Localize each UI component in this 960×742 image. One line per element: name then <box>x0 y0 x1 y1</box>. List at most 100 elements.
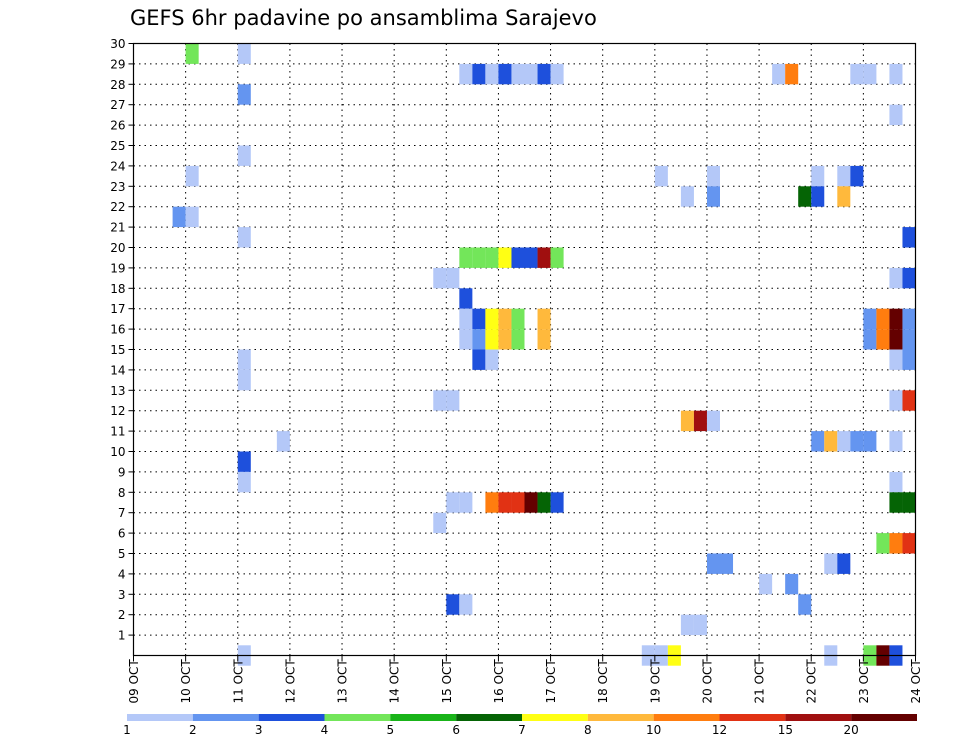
heatmap-cell <box>485 492 499 513</box>
y-tick-label: 22 <box>110 200 125 214</box>
y-tick-label: 19 <box>110 261 125 275</box>
heatmap-cell <box>837 186 851 207</box>
heatmap-cell <box>524 492 538 513</box>
heatmap-cell <box>237 451 251 472</box>
heatmap-cell <box>511 329 525 350</box>
heatmap-cell <box>654 165 668 187</box>
legend-swatch <box>324 714 391 721</box>
heatmap-cell <box>511 247 525 268</box>
legend-label: 15 <box>778 723 793 737</box>
heatmap-cell <box>837 431 851 452</box>
heatmap-cell <box>902 308 916 330</box>
heatmap-cell <box>511 308 525 330</box>
legend-label: 10 <box>646 723 661 737</box>
heatmap-cell <box>889 267 903 289</box>
heatmap-cell <box>498 492 512 513</box>
y-tick-label: 4 <box>118 567 126 581</box>
y-tick-label: 9 <box>118 465 126 479</box>
legend-swatch <box>127 714 193 721</box>
heatmap-cell <box>693 614 707 636</box>
heatmap-cell <box>550 247 564 268</box>
heatmap-cell <box>498 247 512 268</box>
heatmap-cell <box>889 308 903 330</box>
legend-label: 1 <box>123 723 131 737</box>
chart-title: GEFS 6hr padavine po ansamblima Sarajevo <box>130 6 597 30</box>
x-tick-label: 13 OCT <box>336 659 350 704</box>
heatmap-cell <box>706 186 720 207</box>
legend-swatch <box>390 714 457 721</box>
x-tick-label: 09 OCT <box>127 659 141 704</box>
heatmap-cell <box>537 247 551 268</box>
heatmap-cell <box>850 431 864 452</box>
heatmap-cell <box>902 267 916 289</box>
y-tick-label: 2 <box>118 608 126 622</box>
legend-label: 2 <box>189 723 197 737</box>
y-tick-label: 29 <box>110 57 125 71</box>
legend-label: 8 <box>584 723 592 737</box>
heatmap-cell <box>772 63 786 85</box>
heatmap-cell <box>680 186 694 207</box>
heatmap-cell <box>550 63 564 85</box>
y-tick-label: 21 <box>110 221 125 235</box>
heatmap-cell <box>837 165 851 187</box>
legend-label: 12 <box>712 723 727 737</box>
heatmap-cell <box>889 349 903 370</box>
heatmap-cell <box>485 329 499 350</box>
heatmap-cell <box>237 227 251 248</box>
y-tick-label: 3 <box>118 588 126 602</box>
heatmap-cell <box>524 247 538 268</box>
y-tick-label: 15 <box>110 343 125 357</box>
heatmap-cell <box>185 206 199 228</box>
heatmap-cell <box>237 43 251 64</box>
y-tick-label: 24 <box>110 159 125 173</box>
heatmap-cell <box>511 63 525 85</box>
heatmap-cell <box>902 349 916 370</box>
heatmap-cell <box>459 308 473 330</box>
heatmap-cell <box>472 63 486 85</box>
heatmap-cell <box>537 492 551 513</box>
heatmap-cell <box>459 247 473 268</box>
heatmap-cell <box>433 512 447 534</box>
heatmap-cell <box>498 63 512 85</box>
heatmap-cell <box>472 308 486 330</box>
heatmap-cell <box>524 63 538 85</box>
heatmap-cell <box>446 390 460 411</box>
heatmap-cell <box>446 594 460 615</box>
heatmap-cell <box>889 471 903 493</box>
heatmap-cell <box>276 431 290 452</box>
x-tick-label: 11 OCT <box>231 659 245 704</box>
heatmap-cell <box>889 104 903 126</box>
y-axis: 1234567891011121314151617181920212223242… <box>110 37 134 643</box>
y-tick-label: 23 <box>110 180 125 194</box>
y-tick-label: 11 <box>110 425 125 439</box>
heatmap-cell <box>902 390 916 411</box>
heatmap-cell <box>537 308 551 330</box>
legend-label: 4 <box>321 723 329 737</box>
x-tick-label: 22 OCT <box>805 659 819 704</box>
x-tick-label: 23 OCT <box>857 659 871 704</box>
legend-swatch <box>785 714 852 721</box>
heatmap-cell <box>550 492 564 513</box>
heatmap-cell <box>237 84 251 105</box>
legend-swatch <box>719 714 786 721</box>
y-tick-label: 6 <box>118 527 126 541</box>
heatmap-cell <box>889 63 903 85</box>
x-tick-label: 19 OCT <box>648 659 662 704</box>
legend-swatch <box>522 714 588 721</box>
heatmap-cell <box>237 145 251 166</box>
heatmap-cell <box>498 329 512 350</box>
heatmap-cell <box>172 206 186 228</box>
x-tick-label: 18 OCT <box>596 659 610 704</box>
heatmap-cell <box>433 267 447 289</box>
heatmap-cell <box>863 329 877 350</box>
heatmap-cell <box>863 431 877 452</box>
heatmap-cell <box>459 594 473 615</box>
legend-label: 6 <box>452 723 460 737</box>
heatmap-cell <box>185 165 199 187</box>
heatmap-cell <box>237 369 251 391</box>
heatmap-cell <box>706 410 720 432</box>
heatmap-cell <box>889 533 903 554</box>
y-tick-label: 16 <box>110 323 125 337</box>
heatmap-cell <box>863 63 877 85</box>
heatmap-cell <box>459 492 473 513</box>
